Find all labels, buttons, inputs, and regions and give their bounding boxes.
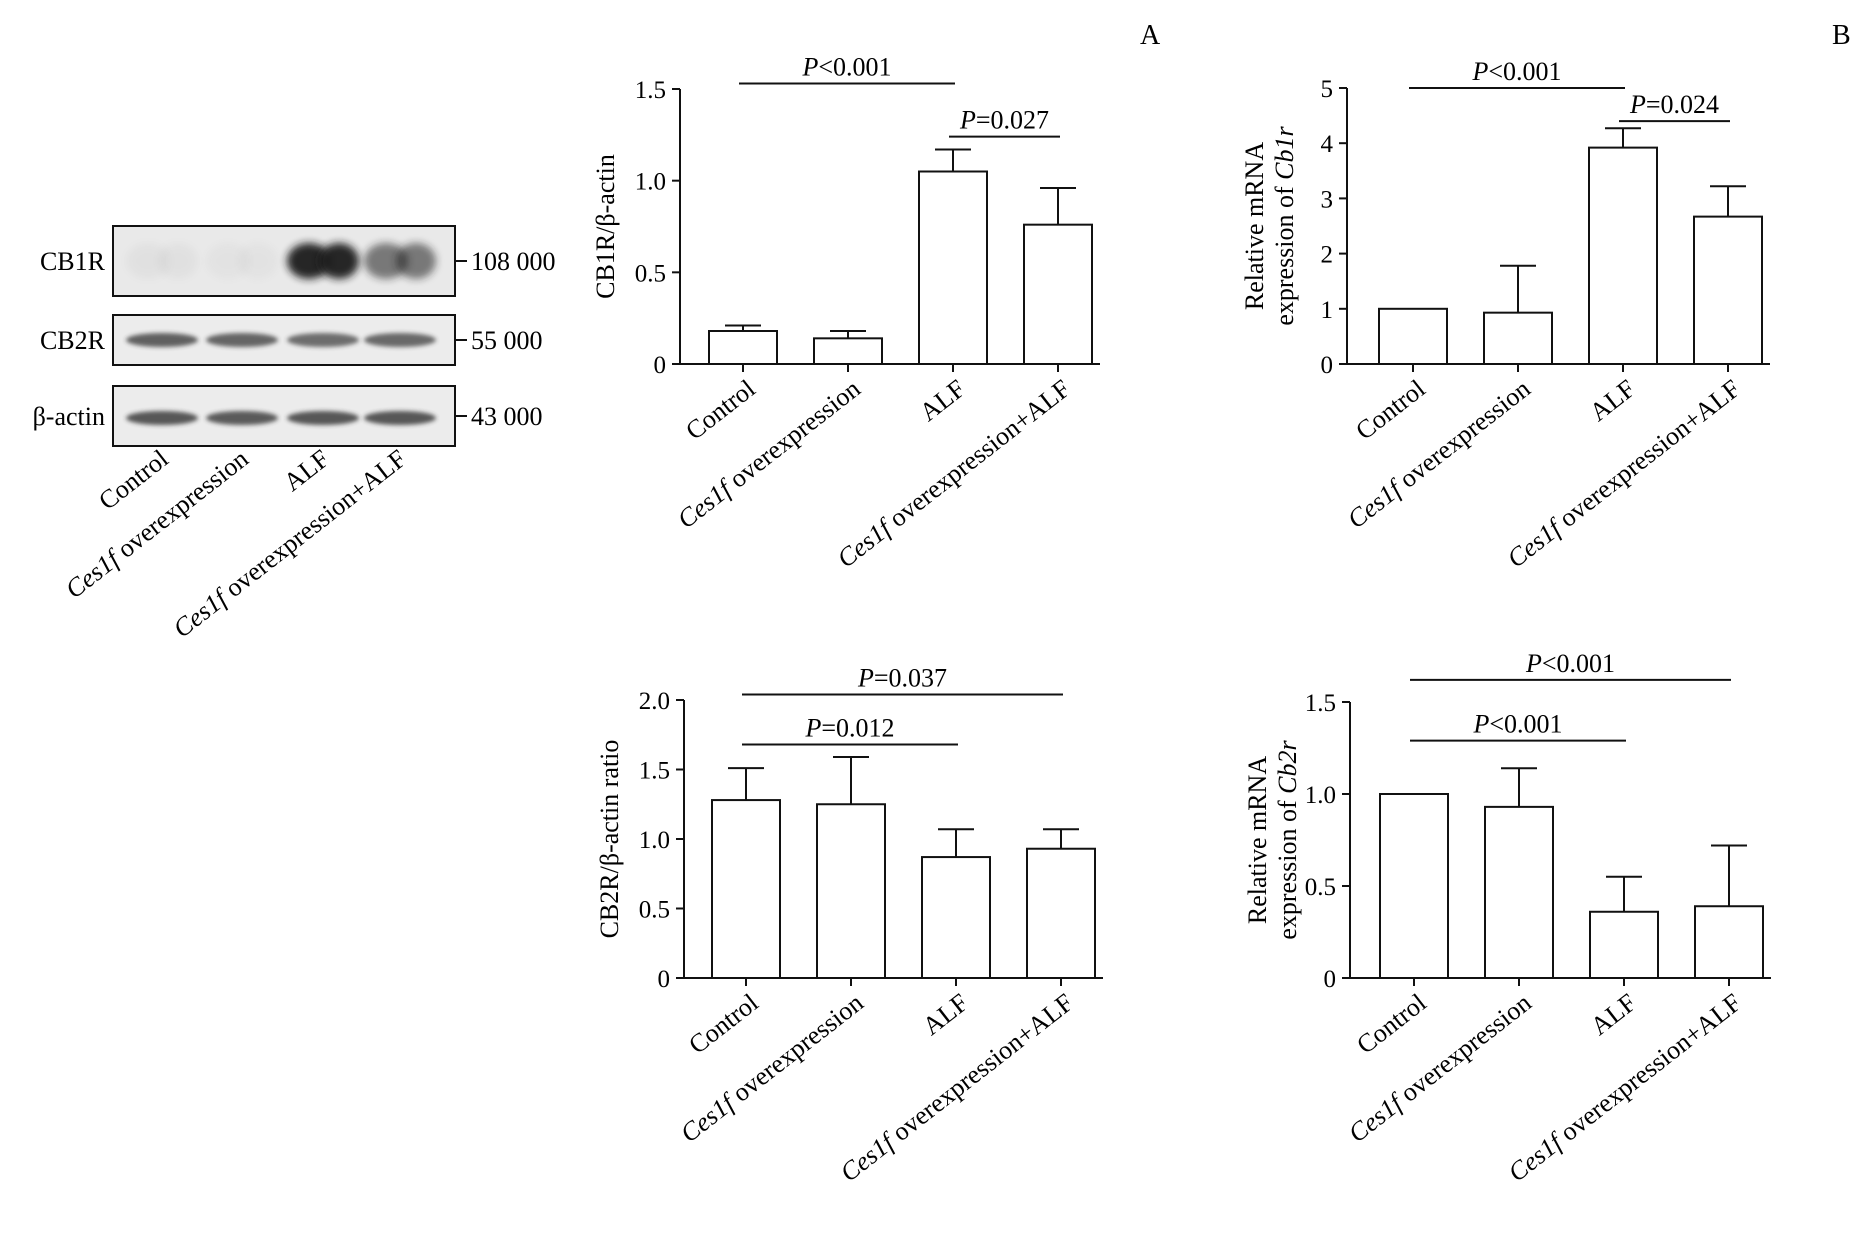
bar-2 <box>1483 311 1553 365</box>
category-label-2: Ces1f overexpression <box>672 374 866 534</box>
category-label-3: ALF <box>914 374 971 427</box>
bar-4 <box>1023 223 1093 365</box>
category-label-1: Control <box>680 374 760 446</box>
bar-3 <box>1589 910 1659 980</box>
bar-4 <box>1026 847 1096 979</box>
y-tick-label: 1 <box>1321 297 1334 324</box>
panel-label-b: B <box>1832 20 1851 51</box>
y-tick-label: 0 <box>654 352 667 379</box>
y-tick-label: 0.5 <box>635 260 666 287</box>
category-label-1: Control <box>683 988 763 1060</box>
mw-label-3: 43 000 <box>471 402 543 431</box>
band-label-1: CB1R <box>40 247 106 276</box>
y-tick-label: 1.0 <box>639 827 670 854</box>
blot-band-cb1r-1 <box>126 243 170 279</box>
blot-band-cb1r-2 <box>206 243 250 279</box>
y-tick-label: 2 <box>1321 242 1334 269</box>
y-axis-label: Relative mRNAexpression of Cb1r <box>1240 125 1299 325</box>
y-tick-label: 1.5 <box>635 77 666 104</box>
y-tick-label: 3 <box>1321 186 1334 213</box>
lane-label-3: ALF <box>278 444 335 497</box>
category-label-1: Control <box>1351 988 1431 1060</box>
blot-band-r2-1 <box>126 333 198 347</box>
blot-band-cb1r-3 <box>287 243 331 279</box>
significance-label-2: P=0.012 <box>804 713 894 742</box>
bar-1 <box>708 330 778 365</box>
bar-2 <box>1484 805 1554 979</box>
category-label-2: Ces1f overexpression <box>1342 374 1536 534</box>
y-tick-label: 1.0 <box>635 169 666 196</box>
y-tick-label: 0.5 <box>639 897 670 924</box>
blot-band-cb1r-4-b <box>396 243 436 279</box>
blot-band-r3-4 <box>364 411 436 425</box>
significance-label-2: P=0.027 <box>959 106 1049 135</box>
blot-band-r3-2 <box>206 411 278 425</box>
y-tick-label: 1.5 <box>1305 690 1336 717</box>
blot-band-r2-4 <box>364 333 436 347</box>
blot-band-r3-1 <box>126 411 198 425</box>
bar-1 <box>1379 793 1449 979</box>
blot-band-cb1r-3-b <box>319 243 359 279</box>
category-label-3: ALF <box>917 988 974 1041</box>
bar-3 <box>918 170 988 365</box>
y-tick-label: 0.5 <box>1305 874 1336 901</box>
significance-label-1: P=0.037 <box>857 663 947 692</box>
band-label-3: β-actin <box>33 402 105 431</box>
bar-4 <box>1694 905 1764 979</box>
bar-3 <box>1588 146 1658 365</box>
y-axis-label: Relative mRNAexpression of Cb2r <box>1243 739 1302 939</box>
y-tick-label: 0 <box>1321 352 1334 379</box>
y-tick-label: 5 <box>1321 76 1334 103</box>
bar-1 <box>1378 307 1448 365</box>
y-tick-label: 0 <box>658 966 671 993</box>
y-tick-label: 0 <box>1324 966 1337 993</box>
significance-label-2: P<0.001 <box>1472 710 1562 739</box>
mw-label-2: 55 000 <box>471 326 543 355</box>
bar-1 <box>711 799 781 980</box>
category-label-3: ALF <box>1585 988 1642 1041</box>
y-tick-label: 1.5 <box>639 758 670 785</box>
chart-cb2r-protein: 0 0.5 1.0 1.5 2.0 CB2R/β-actin ratio ControlCe… <box>595 663 1103 1187</box>
blot-band-cb1r-4 <box>364 243 408 279</box>
bar-2 <box>813 337 883 366</box>
mw-label-1: 108 000 <box>471 247 556 276</box>
bar-2 <box>816 803 886 979</box>
chart-cb1r-mrna: 0 1 2 3 4 5 Relative mRNAexpression of Cb1r Con… <box>1240 57 1770 573</box>
category-label-2: Ces1f overexpression <box>1343 988 1537 1148</box>
band-label-2: CB2R <box>40 326 106 355</box>
y-tick-label: 1.0 <box>1305 782 1336 809</box>
y-axis-label: CB1R/β-actin <box>591 154 620 299</box>
category-label-1: Control <box>1350 374 1430 446</box>
significance-label-2: P=0.024 <box>1629 90 1719 119</box>
blot-band-cb1r-1-b <box>158 243 198 279</box>
category-label-3: ALF <box>1584 374 1641 427</box>
category-label-2: Ces1f overexpression <box>675 988 869 1148</box>
panel-label-a: A <box>1140 20 1161 51</box>
y-axis-label: CB2R/β-actin ratio <box>595 740 624 939</box>
blot-band-cb1r-2-b <box>238 243 278 279</box>
bar-4 <box>1693 215 1763 365</box>
y-tick-label: 2.0 <box>639 688 670 715</box>
y-tick-label: 4 <box>1321 131 1334 158</box>
blot-band-r3-3 <box>287 411 359 425</box>
blot-band-r2-3 <box>287 333 359 347</box>
bar-3 <box>921 856 991 980</box>
significance-label-1: P<0.001 <box>801 53 891 82</box>
significance-label-1: P<0.001 <box>1471 57 1561 86</box>
significance-label-1: P<0.001 <box>1525 649 1615 678</box>
blot-band-r2-2 <box>206 333 278 347</box>
